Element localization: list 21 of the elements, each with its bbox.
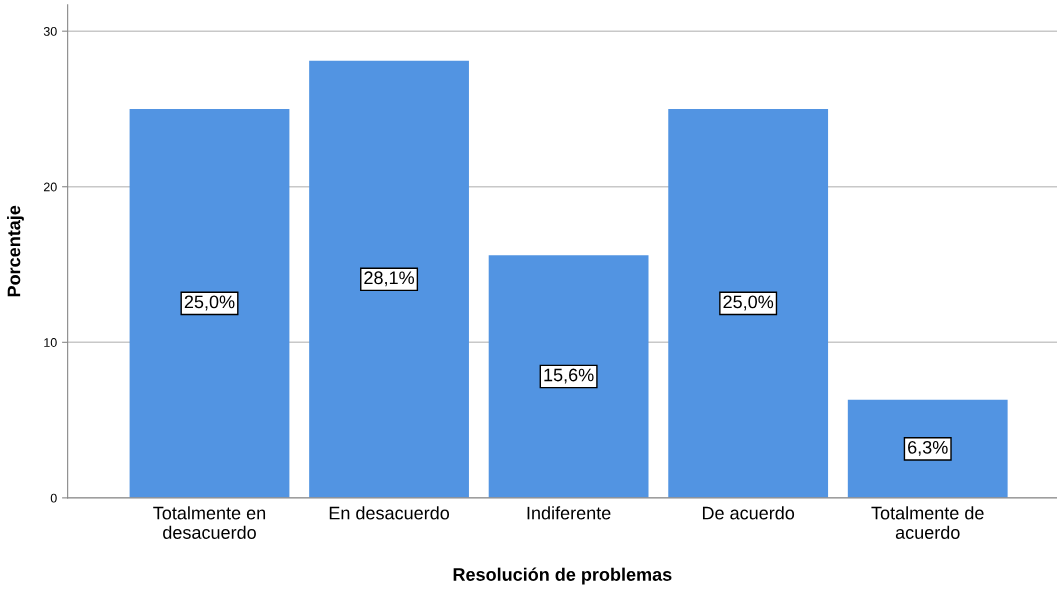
x-tick-label: Indiferente [527, 506, 611, 520]
x-axis-title: Resolución de problemas [453, 567, 672, 585]
y-tick-label: 30 [43, 26, 57, 36]
bar [668, 108, 829, 498]
x-tick-label: Totalmente de acuerdo [871, 506, 984, 539]
y-axis-title: Porcentaje [7, 205, 24, 297]
y-tick-label: 20 [43, 182, 57, 192]
x-tick-label: De acuerdo [702, 506, 795, 520]
x-tick-label: Totalmente en desacuerdo [153, 506, 266, 539]
bar [129, 108, 290, 498]
data-label: 25,0% [184, 295, 235, 311]
bar [488, 255, 649, 498]
data-label: 25,0% [723, 295, 774, 311]
data-label: 28,1% [364, 271, 415, 287]
y-tick-label: 10 [44, 338, 57, 347]
data-label: 15,6% [544, 368, 594, 384]
x-tick-label: En desacuerdo [329, 506, 450, 520]
y-tick-label: 0 [50, 493, 57, 503]
bar [309, 60, 469, 498]
bar [847, 399, 1008, 498]
data-label: 6,3% [908, 440, 948, 456]
